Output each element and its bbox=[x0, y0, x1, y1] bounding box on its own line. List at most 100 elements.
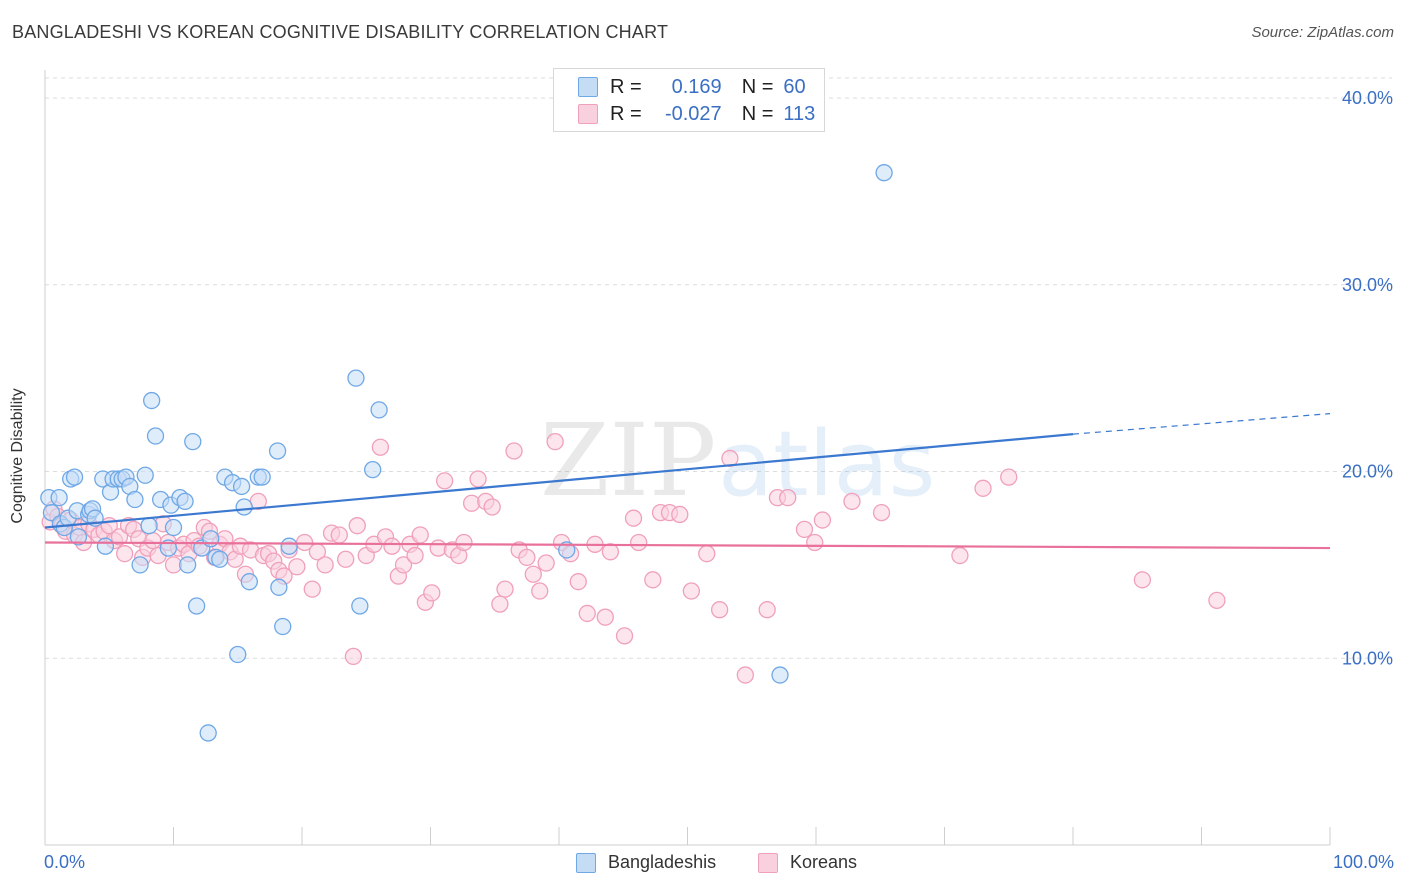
data-point bbox=[303, 580, 321, 598]
data-point bbox=[348, 517, 366, 535]
data-point bbox=[144, 531, 162, 550]
data-point bbox=[644, 571, 662, 589]
legend-item-bangladeshis: Bangladeshis bbox=[576, 852, 716, 873]
legend-swatch-blue bbox=[578, 77, 598, 97]
data-point bbox=[383, 537, 401, 555]
data-point bbox=[270, 578, 288, 596]
trend-line bbox=[44, 541, 1331, 550]
legend-r-label: R = bbox=[610, 75, 642, 98]
correlation-legend: R = 0.169 N = 60 R = -0.027 N = 113 bbox=[553, 68, 825, 132]
data-point bbox=[110, 528, 129, 546]
y-tick-label: 40.0% bbox=[1342, 88, 1393, 108]
legend-n-value: 60 bbox=[783, 75, 806, 98]
data-point bbox=[615, 627, 634, 645]
data-point bbox=[253, 468, 271, 486]
data-point bbox=[758, 601, 776, 619]
legend-swatch-blue bbox=[576, 852, 596, 873]
data-point bbox=[601, 543, 620, 561]
watermark: ZIP atlas bbox=[540, 402, 936, 519]
data-point bbox=[423, 584, 441, 602]
data-point bbox=[178, 556, 197, 574]
data-point bbox=[240, 573, 258, 591]
legend-n-value: 113 bbox=[783, 102, 816, 125]
data-point bbox=[65, 468, 84, 486]
legend-n-label: N = bbox=[741, 102, 774, 125]
data-point bbox=[184, 432, 202, 451]
data-point bbox=[710, 601, 729, 619]
watermark-atlas: atlas bbox=[718, 412, 936, 517]
data-point bbox=[411, 526, 429, 544]
legend-label-koreans: Koreans bbox=[790, 852, 858, 872]
data-point bbox=[671, 505, 689, 524]
data-point bbox=[469, 470, 487, 488]
data-point bbox=[779, 489, 797, 507]
data-point bbox=[406, 546, 424, 565]
data-point bbox=[96, 537, 115, 555]
source-label: Source: ZipAtlas.com bbox=[1251, 24, 1394, 41]
data-point bbox=[721, 449, 739, 468]
data-point bbox=[330, 526, 348, 544]
data-point bbox=[143, 391, 161, 410]
data-point bbox=[558, 541, 576, 559]
data-point bbox=[505, 442, 523, 460]
data-point bbox=[872, 503, 891, 522]
data-point bbox=[630, 533, 648, 552]
data-point bbox=[578, 604, 596, 623]
data-point bbox=[435, 472, 454, 490]
data-point bbox=[875, 164, 893, 182]
y-tick-label: 10.0% bbox=[1342, 648, 1393, 668]
legend-r-value: 0.169 bbox=[671, 75, 722, 98]
data-point bbox=[164, 518, 183, 537]
data-point bbox=[274, 617, 292, 636]
data-point bbox=[771, 666, 789, 684]
data-point bbox=[288, 558, 306, 576]
watermark-zip: ZIP bbox=[540, 402, 716, 519]
data-point bbox=[126, 490, 144, 509]
data-point bbox=[344, 647, 363, 666]
data-point bbox=[371, 438, 390, 456]
data-point bbox=[491, 595, 509, 613]
data-point bbox=[624, 509, 643, 527]
data-point bbox=[69, 528, 88, 546]
y-tick-label: 20.0% bbox=[1342, 462, 1393, 482]
legend-swatch-pink bbox=[578, 104, 598, 124]
y-tick-label: 30.0% bbox=[1342, 275, 1393, 295]
data-point bbox=[974, 479, 992, 497]
legend-r-label: R = bbox=[610, 102, 642, 125]
data-point bbox=[229, 645, 247, 664]
trend-line bbox=[44, 433, 1074, 529]
data-point bbox=[146, 427, 165, 445]
data-point bbox=[337, 550, 355, 568]
data-point bbox=[347, 369, 365, 387]
data-point bbox=[131, 556, 149, 574]
data-point bbox=[736, 666, 754, 684]
data-point bbox=[116, 545, 134, 563]
axes bbox=[44, 70, 1331, 846]
data-point bbox=[316, 556, 334, 574]
trend-lines bbox=[44, 413, 1331, 550]
data-point bbox=[531, 582, 549, 600]
data-point bbox=[951, 546, 969, 565]
data-point bbox=[518, 548, 536, 567]
data-point bbox=[394, 556, 413, 574]
legend-swatch-pink bbox=[758, 852, 778, 873]
legend-row-koreans: R = -0.027 N = 113 bbox=[578, 101, 815, 127]
data-point bbox=[211, 550, 229, 568]
trend-line-extension bbox=[1072, 413, 1331, 435]
data-point bbox=[806, 533, 824, 552]
data-point bbox=[596, 608, 614, 626]
data-point bbox=[176, 492, 194, 511]
data-point bbox=[682, 582, 701, 600]
data-point bbox=[280, 537, 298, 555]
data-point bbox=[364, 460, 382, 479]
data-point bbox=[199, 724, 217, 742]
data-point bbox=[202, 530, 220, 548]
data-point bbox=[843, 492, 861, 511]
data-point bbox=[795, 520, 814, 539]
data-point bbox=[235, 498, 253, 516]
data-point bbox=[187, 597, 206, 615]
data-point bbox=[232, 477, 251, 496]
data-point bbox=[537, 554, 555, 572]
x-tick-max: 100.0% bbox=[1332, 852, 1394, 872]
